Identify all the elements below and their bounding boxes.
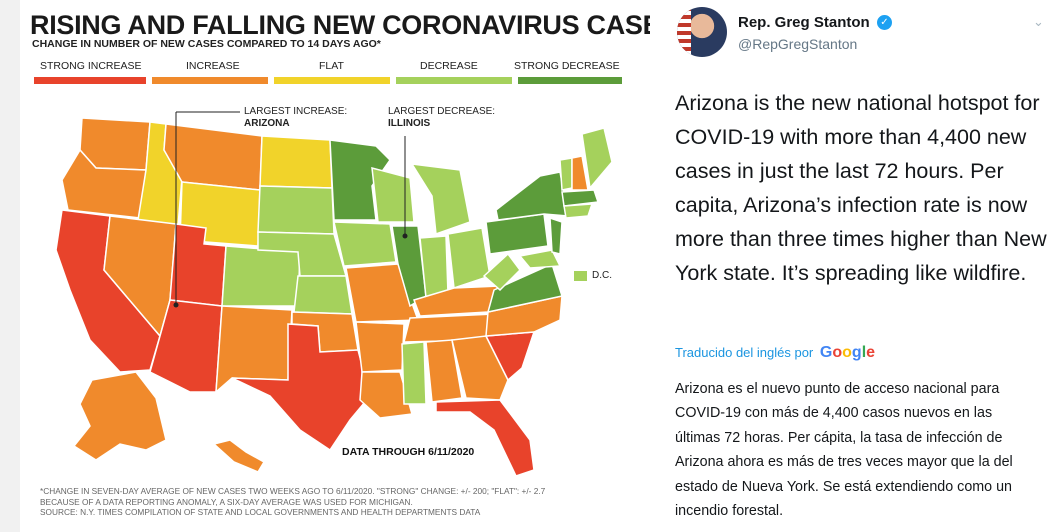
state-virginia [486, 262, 563, 313]
state-vermont [559, 157, 573, 191]
dc-swatch [574, 271, 587, 281]
google-logo: Google [819, 344, 876, 361]
legend-swatch-flat [274, 77, 390, 84]
map-title: RISING AND FALLING NEW CORONAVIRUS CASES [30, 10, 679, 40]
state-maryland-delaware [518, 249, 562, 269]
translated-tweet-text: Arizona es el nuevo punto de acceso naci… [675, 381, 1013, 520]
state-pennsylvania [485, 213, 549, 255]
us-states-map [55, 111, 613, 477]
avatar[interactable] [677, 7, 727, 57]
footnote-line-2: BECAUSE OF A DATA REPORTING ANOMALY, A S… [40, 496, 413, 507]
legend-label-increase: INCREASE [186, 60, 240, 72]
state-hawaii [212, 439, 266, 473]
flag-graphic [677, 7, 691, 57]
chevron-down-icon[interactable]: ⌄ [1033, 14, 1044, 29]
state-minnesota [329, 139, 391, 221]
legend-swatch-decrease [396, 77, 512, 84]
legend-label-decrease: DECREASE [420, 60, 478, 72]
map-subtitle: CHANGE IN NUMBER OF NEW CASES COMPARED T… [32, 38, 381, 50]
state-louisiana [359, 371, 413, 419]
state-florida [435, 399, 535, 477]
legend-swatch-strong-decrease [518, 77, 622, 84]
state-new-jersey [549, 216, 563, 255]
translation-attribution[interactable]: Traducido del inglés por Google [675, 344, 875, 362]
state-wisconsin [371, 166, 415, 223]
state-texas [231, 323, 371, 452]
largest-increase-annotation: LARGEST INCREASE: ARIZONA [244, 106, 347, 130]
state-alabama [425, 339, 463, 403]
state-massachusetts [561, 189, 600, 207]
state-arkansas [355, 321, 405, 373]
footnote-line-1: *CHANGE IN SEVEN-DAY AVERAGE OF NEW CASE… [40, 486, 546, 496]
largest-decrease-annotation: LARGEST DECREASE: ILLINOIS [388, 106, 495, 130]
state-michigan [410, 163, 471, 236]
author-name[interactable]: Rep. Greg Stanton [738, 14, 870, 31]
state-ohio [447, 227, 491, 290]
state-north-dakota [259, 135, 333, 189]
state-west-virginia [482, 252, 521, 292]
footnote-line-3: SOURCE: N.Y. TIMES COMPILATION OF STATE … [40, 507, 481, 517]
state-new-york [495, 171, 569, 221]
state-mississippi [401, 341, 427, 405]
state-maine [581, 127, 613, 190]
increase-pointer-dot [173, 302, 179, 308]
state-connecticut-ri [563, 203, 594, 219]
largest-increase-label: LARGEST INCREASE: [244, 106, 348, 117]
map-graphic: RISING AND FALLING NEW CORONAVIRUS CASES… [0, 0, 678, 532]
author-handle[interactable]: @RepGregStanton [738, 36, 858, 52]
state-alaska [72, 371, 167, 461]
state-iowa [333, 221, 397, 267]
tweet-card[interactable]: Rep. Greg Stanton ✓ @RepGregStanton ⌄ Ar… [650, 0, 1062, 532]
legend-label-strong-increase: STRONG INCREASE [40, 60, 142, 72]
legend-label-strong-decrease: STRONG DECREASE [514, 60, 620, 72]
largest-decrease-label: LARGEST DECREASE: [388, 106, 496, 117]
verified-badge-icon: ✓ [877, 15, 892, 30]
largest-increase-state: ARIZONA [244, 118, 290, 129]
legend-label-flat: FLAT [319, 60, 344, 72]
dc-label: D.C. [592, 270, 612, 281]
legend-swatch-strong-increase [34, 77, 146, 84]
left-edge-strip [0, 0, 20, 532]
data-through-label: DATA THROUGH 6/11/2020 [342, 446, 475, 458]
map-footnote: *CHANGE IN SEVEN-DAY AVERAGE OF NEW CASE… [40, 486, 600, 518]
largest-decrease-state: ILLINOIS [388, 118, 431, 129]
tweet-text: Arizona is the new national hotspot for … [675, 91, 1047, 285]
legend-swatch-increase [152, 77, 268, 84]
decrease-pointer-dot [402, 233, 408, 239]
state-colorado [221, 245, 301, 307]
state-kansas [293, 275, 353, 315]
translated-by-label[interactable]: Traducido del inglés por [675, 345, 814, 360]
state-south-dakota [257, 185, 335, 235]
